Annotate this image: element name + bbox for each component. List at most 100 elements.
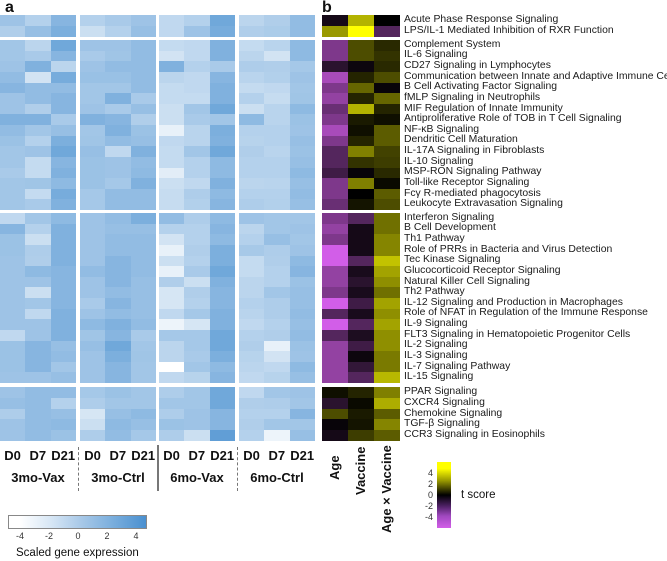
expression-cell [159,50,185,62]
expression-cell [184,146,211,158]
expression-cell [239,156,265,168]
expression-cell [159,419,185,431]
expression-cell [130,26,157,38]
expression-cell [105,146,132,158]
expression-cell [50,82,77,94]
expression-cell [0,146,26,158]
tscore-cell [348,361,375,373]
expression-cell [209,255,236,267]
expression-cell [80,319,106,331]
expression-cell [0,213,26,225]
expression-cell [0,199,26,211]
expression-cell [264,255,291,267]
expression-cell [50,430,77,442]
expression-cell [159,266,185,278]
tscore-cell [348,223,375,235]
tscore-cell [348,397,375,409]
expression-cell [80,408,106,420]
tscore-cell [322,430,349,442]
expression-cell [264,329,291,341]
expression-cell [0,244,26,256]
expression-tick-label: -2 [44,531,53,541]
expression-cell [209,61,236,73]
expression-cell [239,114,265,126]
expression-cell [184,125,211,137]
pathway-label: Tec Kinase Signaling [404,254,501,266]
tscore-cell [374,93,401,105]
expression-cell [50,146,77,158]
expression-cell [184,244,211,256]
expression-cell [159,329,185,341]
expression-cell [130,266,157,278]
expression-cell [289,188,316,200]
expression-cell [184,50,211,62]
expression-cell [25,188,52,200]
expression-cell [80,419,106,431]
expression-cell [105,188,132,200]
tscore-cell [374,430,401,442]
day-column-label: D21 [51,448,76,463]
pathway-label: NF-κB Signaling [404,123,480,135]
tscore-cell [374,61,401,73]
expression-cell [80,71,106,83]
expression-cell [209,178,236,190]
expression-cell [264,40,291,52]
expression-cell [209,308,236,320]
expression-cell [25,372,52,384]
expression-cell [130,397,157,409]
expression-cell [105,287,132,299]
expression-cell [159,397,185,409]
tscore-cell [348,93,375,105]
expression-cell [239,287,265,299]
expression-cell [130,308,157,320]
tscore-cell [374,266,401,278]
tscore-cell [374,329,401,341]
expression-cell [105,156,132,168]
expression-cell [80,61,106,73]
expression-cell [289,50,316,62]
expression-cell [239,135,265,147]
pathway-label: CXCR4 Signaling [404,396,485,408]
expression-cell [209,234,236,246]
expression-cell [50,244,77,256]
expression-cell [289,340,316,352]
pathway-label: Glucocorticoid Receptor Signaling [404,264,561,276]
expression-cell [50,298,77,310]
expression-cell [105,372,132,384]
expression-cell [184,167,211,179]
tscore-cell [374,40,401,52]
expression-cell [0,125,26,137]
expression-cell [264,178,291,190]
expression-cell [289,114,316,126]
expression-cell [184,308,211,320]
pathway-label: TGF-β Signaling [404,418,480,430]
pathway-label: Chemokine Signaling [404,407,503,419]
expression-cell [209,125,236,137]
pathway-label: Role of NFAT in Regulation of the Immune… [404,307,648,319]
pathway-label: CCR3 Signaling in Eosinophils [404,429,545,441]
expression-cell [209,329,236,341]
pathway-label: Complement System [404,38,501,50]
expression-cell [289,351,316,363]
expression-cell [25,319,52,331]
group-separator-dashed [78,447,79,491]
tscore-cell [322,319,349,331]
expression-cell [130,361,157,373]
tscore-cell [348,135,375,147]
tscore-cell [322,199,349,211]
expression-cell [209,266,236,278]
expression-cell [159,82,185,94]
pathway-label: IL-17A Signaling in Fibroblasts [404,145,545,157]
expression-cell [50,255,77,267]
expression-cell [25,266,52,278]
expression-cell [50,408,77,420]
expression-cell [80,93,106,105]
expression-cell [80,125,106,137]
panel-a-letter: a [5,0,14,16]
expression-cell [105,199,132,211]
expression-cell [105,167,132,179]
expression-tick-label: -4 [15,531,24,541]
tscore-cell [322,71,349,83]
expression-cell [80,178,106,190]
expression-cell [0,156,26,168]
